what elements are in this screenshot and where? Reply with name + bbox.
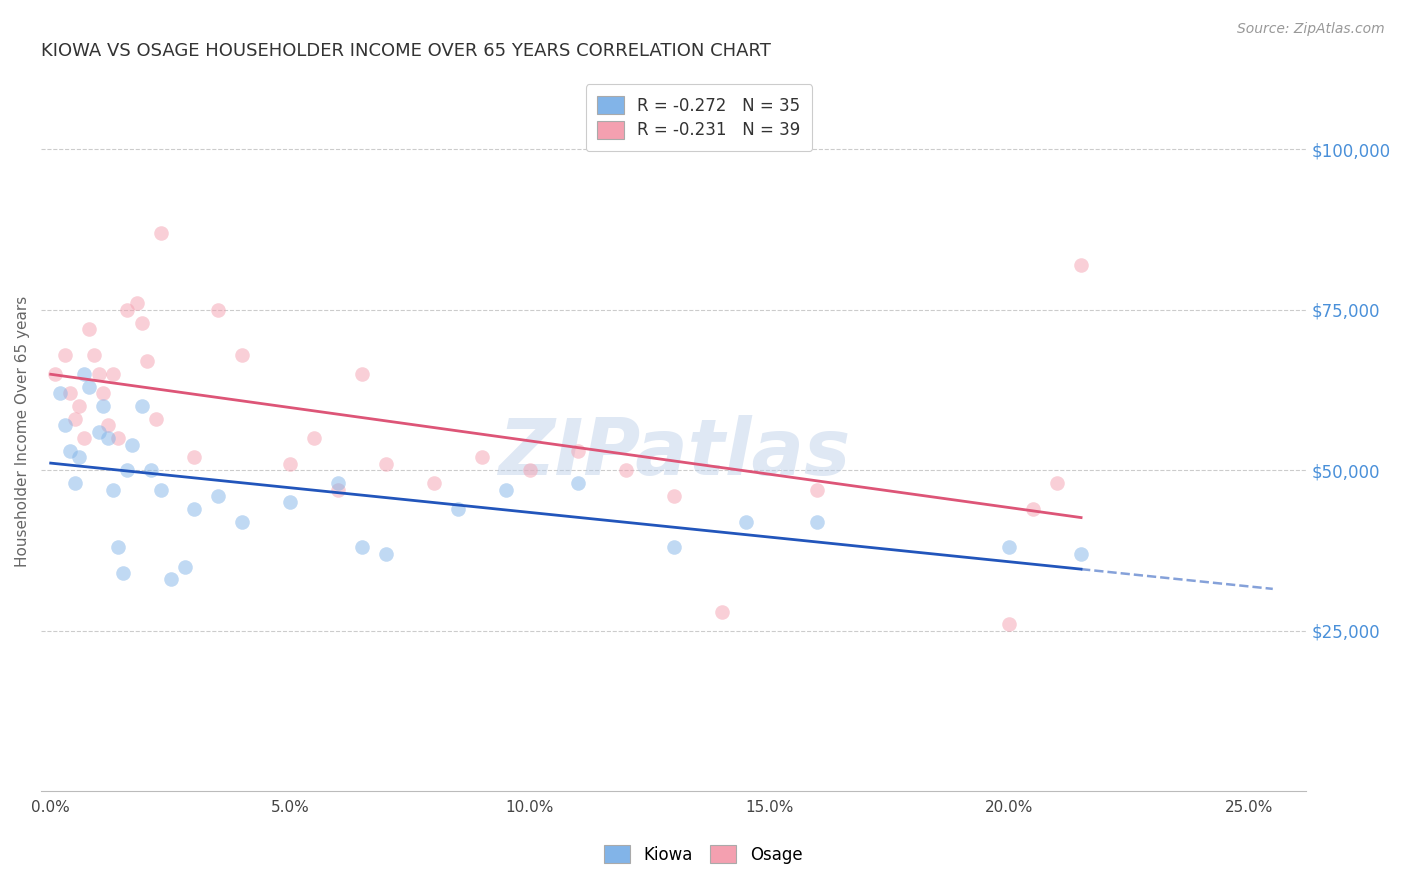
Point bbox=[207, 489, 229, 503]
Point bbox=[141, 463, 163, 477]
Point bbox=[107, 431, 129, 445]
Point bbox=[121, 438, 143, 452]
Point bbox=[328, 476, 350, 491]
Point bbox=[519, 463, 541, 477]
Point bbox=[998, 541, 1021, 555]
Point bbox=[734, 515, 756, 529]
Point bbox=[159, 573, 181, 587]
Point bbox=[87, 367, 110, 381]
Point bbox=[806, 515, 828, 529]
Point bbox=[59, 444, 82, 458]
Point bbox=[117, 463, 139, 477]
Point bbox=[278, 495, 301, 509]
Point bbox=[352, 541, 374, 555]
Point bbox=[117, 302, 139, 317]
Point bbox=[101, 367, 124, 381]
Point bbox=[1022, 501, 1045, 516]
Point bbox=[710, 605, 733, 619]
Point bbox=[183, 450, 205, 465]
Point bbox=[77, 380, 100, 394]
Point bbox=[567, 476, 589, 491]
Point bbox=[375, 547, 398, 561]
Point bbox=[375, 457, 398, 471]
Point bbox=[53, 418, 76, 433]
Point bbox=[447, 501, 470, 516]
Point bbox=[101, 483, 124, 497]
Point bbox=[173, 559, 195, 574]
Text: ZIPatlas: ZIPatlas bbox=[498, 416, 849, 491]
Point bbox=[131, 399, 153, 413]
Point bbox=[73, 367, 96, 381]
Point bbox=[125, 296, 148, 310]
Point bbox=[614, 463, 637, 477]
Point bbox=[145, 412, 167, 426]
Point bbox=[806, 483, 828, 497]
Point bbox=[93, 386, 115, 401]
Point bbox=[495, 483, 517, 497]
Point bbox=[73, 431, 96, 445]
Point bbox=[83, 348, 105, 362]
Point bbox=[567, 444, 589, 458]
Point bbox=[53, 348, 76, 362]
Point bbox=[231, 348, 253, 362]
Point bbox=[44, 367, 66, 381]
Point bbox=[97, 431, 120, 445]
Point bbox=[231, 515, 253, 529]
Point bbox=[149, 483, 172, 497]
Point bbox=[207, 302, 229, 317]
Point bbox=[352, 367, 374, 381]
Point bbox=[662, 489, 685, 503]
Point bbox=[93, 399, 115, 413]
Legend: R = -0.272   N = 35, R = -0.231   N = 39: R = -0.272 N = 35, R = -0.231 N = 39 bbox=[586, 85, 813, 151]
Text: Source: ZipAtlas.com: Source: ZipAtlas.com bbox=[1237, 22, 1385, 37]
Point bbox=[69, 399, 91, 413]
Text: KIOWA VS OSAGE HOUSEHOLDER INCOME OVER 65 YEARS CORRELATION CHART: KIOWA VS OSAGE HOUSEHOLDER INCOME OVER 6… bbox=[41, 42, 770, 60]
Point bbox=[278, 457, 301, 471]
Point bbox=[471, 450, 494, 465]
Point bbox=[1046, 476, 1069, 491]
Point bbox=[662, 541, 685, 555]
Point bbox=[63, 476, 86, 491]
Point bbox=[149, 226, 172, 240]
Point bbox=[135, 354, 157, 368]
Point bbox=[77, 322, 100, 336]
Point bbox=[328, 483, 350, 497]
Point bbox=[49, 386, 72, 401]
Point bbox=[111, 566, 134, 580]
Point bbox=[97, 418, 120, 433]
Point bbox=[107, 541, 129, 555]
Point bbox=[1070, 258, 1092, 272]
Y-axis label: Householder Income Over 65 years: Householder Income Over 65 years bbox=[15, 296, 30, 567]
Point bbox=[1070, 547, 1092, 561]
Point bbox=[69, 450, 91, 465]
Point bbox=[63, 412, 86, 426]
Point bbox=[87, 425, 110, 439]
Point bbox=[304, 431, 326, 445]
Point bbox=[423, 476, 446, 491]
Point bbox=[998, 617, 1021, 632]
Point bbox=[131, 316, 153, 330]
Point bbox=[183, 501, 205, 516]
Legend: Kiowa, Osage: Kiowa, Osage bbox=[598, 838, 808, 871]
Point bbox=[59, 386, 82, 401]
